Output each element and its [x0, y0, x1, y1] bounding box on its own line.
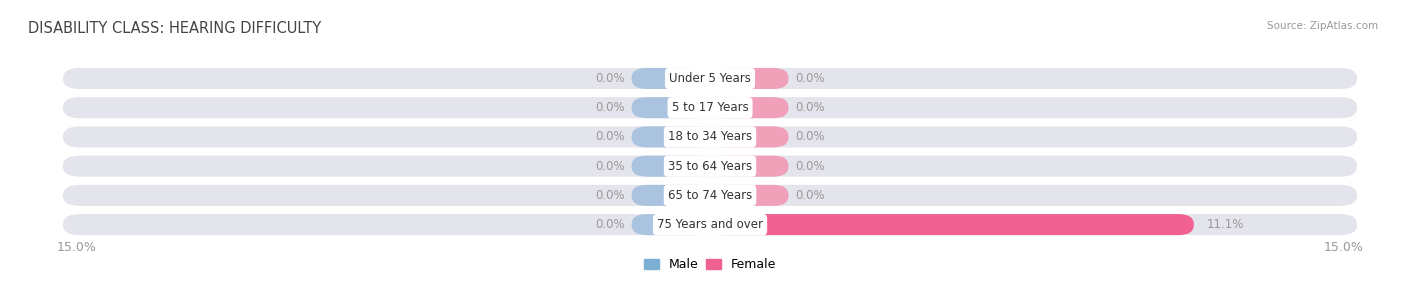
Text: 5 to 17 Years: 5 to 17 Years — [672, 101, 748, 114]
Text: 65 to 74 Years: 65 to 74 Years — [668, 189, 752, 202]
Text: 75 Years and over: 75 Years and over — [657, 218, 763, 231]
Text: 15.0%: 15.0% — [56, 241, 96, 254]
FancyBboxPatch shape — [631, 126, 710, 147]
Text: 0.0%: 0.0% — [794, 101, 825, 114]
FancyBboxPatch shape — [63, 126, 1357, 147]
Text: 15.0%: 15.0% — [1324, 241, 1364, 254]
FancyBboxPatch shape — [710, 185, 789, 206]
Text: 0.0%: 0.0% — [595, 72, 626, 85]
FancyBboxPatch shape — [63, 214, 1357, 235]
FancyBboxPatch shape — [710, 68, 789, 89]
FancyBboxPatch shape — [631, 185, 710, 206]
Text: 0.0%: 0.0% — [595, 218, 626, 231]
Text: 0.0%: 0.0% — [595, 101, 626, 114]
Text: 0.0%: 0.0% — [794, 130, 825, 144]
Text: DISABILITY CLASS: HEARING DIFFICULTY: DISABILITY CLASS: HEARING DIFFICULTY — [28, 21, 322, 36]
Text: 11.1%: 11.1% — [1206, 218, 1244, 231]
FancyBboxPatch shape — [631, 97, 710, 118]
Text: 0.0%: 0.0% — [794, 72, 825, 85]
FancyBboxPatch shape — [631, 68, 710, 89]
FancyBboxPatch shape — [710, 156, 789, 177]
Text: Under 5 Years: Under 5 Years — [669, 72, 751, 85]
Text: 35 to 64 Years: 35 to 64 Years — [668, 160, 752, 173]
FancyBboxPatch shape — [631, 214, 710, 235]
FancyBboxPatch shape — [710, 126, 789, 147]
FancyBboxPatch shape — [710, 214, 1194, 235]
Text: 0.0%: 0.0% — [595, 130, 626, 144]
FancyBboxPatch shape — [63, 156, 1357, 177]
FancyBboxPatch shape — [710, 97, 789, 118]
FancyBboxPatch shape — [63, 68, 1357, 89]
FancyBboxPatch shape — [631, 156, 710, 177]
FancyBboxPatch shape — [63, 185, 1357, 206]
Text: 0.0%: 0.0% — [595, 189, 626, 202]
Text: 0.0%: 0.0% — [794, 189, 825, 202]
Text: 0.0%: 0.0% — [794, 160, 825, 173]
FancyBboxPatch shape — [63, 97, 1357, 118]
Text: Source: ZipAtlas.com: Source: ZipAtlas.com — [1267, 21, 1378, 32]
Text: 0.0%: 0.0% — [595, 160, 626, 173]
Text: 18 to 34 Years: 18 to 34 Years — [668, 130, 752, 144]
Legend: Male, Female: Male, Female — [638, 253, 782, 276]
